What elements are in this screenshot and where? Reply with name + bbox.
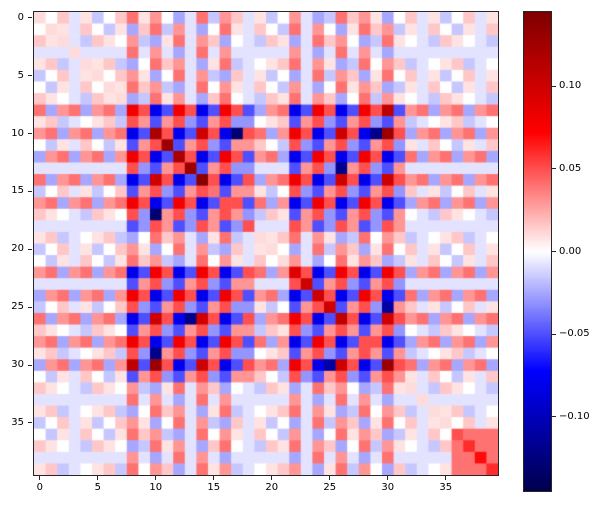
y-axis-tick bbox=[28, 75, 32, 77]
y-axis-tick-label: 20 bbox=[11, 243, 24, 255]
y-axis-tick bbox=[28, 190, 32, 192]
x-axis-tick bbox=[97, 476, 99, 480]
colorbar-tick-label: −0.10 bbox=[559, 410, 590, 422]
x-axis-tick bbox=[39, 476, 41, 480]
y-axis-tick bbox=[28, 422, 32, 424]
x-axis-tick-label: 0 bbox=[36, 482, 43, 493]
x-axis-tick bbox=[271, 476, 273, 480]
colorbar-tick bbox=[552, 333, 556, 335]
x-axis-tick-label: 35 bbox=[439, 482, 453, 493]
x-axis-tick bbox=[155, 476, 157, 480]
y-axis-tick-label: 35 bbox=[11, 416, 24, 428]
heatmap-axes bbox=[33, 11, 499, 476]
y-axis-tick-label: 0 bbox=[17, 11, 24, 23]
y-axis-tick bbox=[28, 248, 32, 250]
x-axis-tick bbox=[445, 476, 447, 480]
y-axis-tick-label: 10 bbox=[11, 127, 24, 139]
x-axis-tick-label: 15 bbox=[207, 482, 221, 493]
colorbar-tick-label: 0.10 bbox=[559, 80, 582, 92]
colorbar-tick bbox=[552, 416, 556, 418]
y-axis-tick-label: 30 bbox=[11, 359, 24, 371]
y-axis-tick bbox=[28, 17, 32, 19]
y-axis-tick bbox=[28, 306, 32, 308]
colorbar bbox=[523, 11, 552, 492]
y-axis-tick-label: 15 bbox=[11, 185, 24, 197]
x-axis-tick-label: 25 bbox=[323, 482, 337, 493]
x-axis-tick bbox=[213, 476, 215, 480]
x-axis-tick bbox=[329, 476, 331, 480]
colorbar-gradient bbox=[524, 12, 551, 491]
heatmap-plot bbox=[34, 12, 498, 475]
y-axis-tick-label: 25 bbox=[11, 301, 24, 313]
x-axis-tick bbox=[387, 476, 389, 480]
y-axis-tick bbox=[28, 364, 32, 366]
colorbar-tick bbox=[552, 251, 556, 252]
y-axis-tick bbox=[28, 133, 32, 135]
colorbar-tick bbox=[552, 168, 556, 170]
colorbar-tick bbox=[552, 85, 556, 87]
colorbar-tick-label: −0.05 bbox=[559, 328, 590, 340]
y-axis-tick-label: 5 bbox=[17, 69, 24, 81]
x-axis-tick-label: 20 bbox=[265, 482, 279, 493]
x-axis-tick-label: 10 bbox=[149, 482, 163, 493]
colorbar-tick-label: 0.00 bbox=[559, 245, 582, 257]
x-axis-tick-label: 30 bbox=[381, 482, 395, 493]
colorbar-tick-label: 0.05 bbox=[559, 162, 582, 174]
x-axis-tick-label: 5 bbox=[94, 482, 101, 493]
